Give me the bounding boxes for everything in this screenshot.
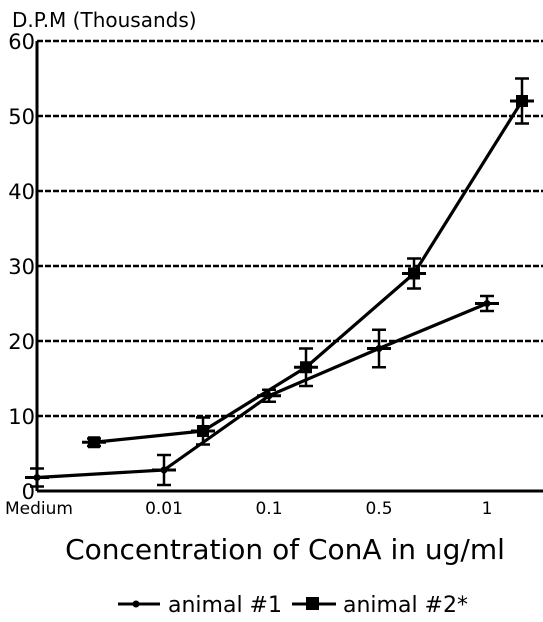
y-tick-label-10: 10 bbox=[8, 405, 35, 429]
y-tick-label-30: 30 bbox=[8, 255, 35, 279]
legend-marker-animal-1 bbox=[132, 600, 140, 608]
grid-layer bbox=[37, 39, 543, 418]
legend-label-animal-2: animal #2* bbox=[343, 593, 468, 618]
y-tick-label-60: 60 bbox=[8, 30, 35, 54]
data-point-2-5 bbox=[516, 95, 528, 107]
y-tick-label-50: 50 bbox=[8, 105, 35, 129]
data-point-1-4 bbox=[375, 345, 383, 352]
data-point-1-1 bbox=[33, 474, 41, 481]
data-point-2-2 bbox=[197, 425, 209, 437]
x-tick-label-1: Medium bbox=[5, 499, 73, 519]
data-point-1-3 bbox=[265, 392, 273, 400]
x-axis-title: Concentration of ConA in ug/ml bbox=[65, 533, 505, 566]
data-point-2-4 bbox=[408, 267, 420, 280]
data-point-2-3 bbox=[300, 361, 312, 374]
data-point-1-2 bbox=[160, 466, 168, 474]
series-line-2 bbox=[93, 100, 524, 444]
x-tick-label-3: 0.1 bbox=[255, 499, 282, 519]
data-point-2-1 bbox=[88, 436, 100, 449]
x-tick-label-2: 0.01 bbox=[145, 499, 183, 519]
y-tick-label-20: 20 bbox=[8, 330, 35, 354]
y-axis-title: D.P.M (Thousands) bbox=[12, 8, 197, 32]
y-tick-label-40: 40 bbox=[8, 180, 35, 204]
legend-marker-animal-2 bbox=[306, 597, 319, 610]
legend: animal #1 animal #2* bbox=[118, 593, 468, 618]
data-point-1-5 bbox=[483, 300, 491, 307]
legend-label-animal-1: animal #1 bbox=[168, 593, 282, 618]
series-layer bbox=[25, 77, 534, 488]
x-tick-label-4: 0.5 bbox=[365, 499, 392, 519]
x-tick-label-5: 1 bbox=[482, 499, 493, 519]
